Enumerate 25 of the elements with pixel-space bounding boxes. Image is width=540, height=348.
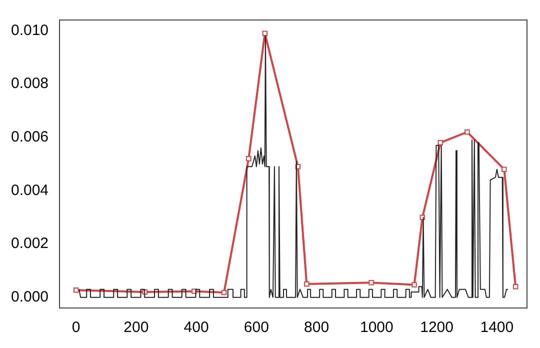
point <box>73 288 79 293</box>
y-tick-label: 0.002 <box>10 235 49 252</box>
point <box>304 281 310 287</box>
point <box>262 30 268 36</box>
point <box>438 140 444 146</box>
y-tick-label: 0.004 <box>10 182 49 199</box>
x-tick-label: 400 <box>184 319 209 336</box>
x-tick-label: 0 <box>72 319 80 336</box>
point <box>368 280 374 286</box>
point <box>246 156 252 162</box>
x-tick-label: 1000 <box>360 319 394 336</box>
y-tick-label: 0.008 <box>10 75 49 92</box>
x-tick-label: 1400 <box>480 319 514 336</box>
point <box>502 166 507 172</box>
x-tick-label: 200 <box>124 319 149 336</box>
x-tick-label: 800 <box>304 319 330 336</box>
point <box>221 290 227 296</box>
x-tick-label: 1200 <box>420 319 454 336</box>
point <box>512 284 518 290</box>
y-tick-label: 0.000 <box>10 288 49 306</box>
x-tick-label: 600 <box>244 319 269 336</box>
y-tick-label: 0.006 <box>10 128 49 146</box>
y-tick-label: 0.010 <box>10 22 49 39</box>
point <box>412 282 417 288</box>
point <box>464 129 470 135</box>
